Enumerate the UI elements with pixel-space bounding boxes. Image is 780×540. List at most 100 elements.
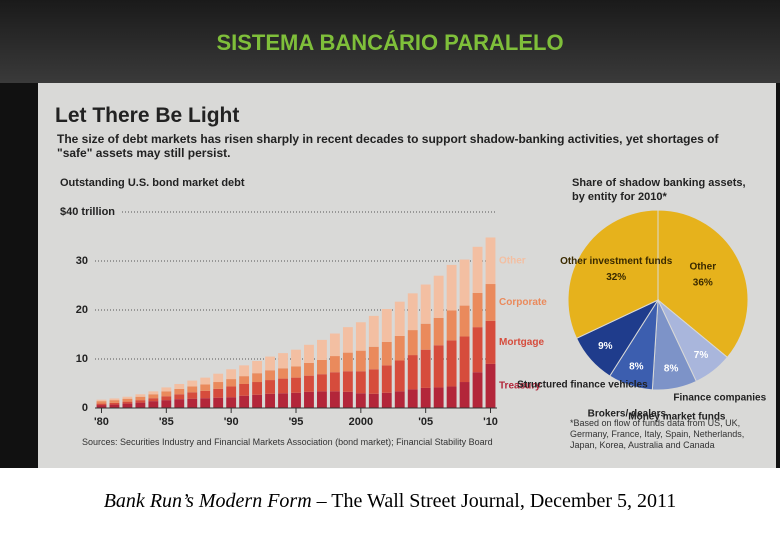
bar-segment — [265, 380, 275, 394]
x-tick-label: '80 — [94, 416, 109, 428]
bar-segment — [161, 391, 172, 397]
bar-segment — [226, 397, 237, 408]
bar-segment — [420, 323, 431, 350]
bar-segment — [394, 301, 405, 336]
bar-segment — [109, 402, 120, 405]
bar-segment — [200, 384, 211, 391]
bar-segment — [329, 333, 340, 357]
bar-segment — [368, 346, 379, 370]
bar-segment — [407, 330, 418, 356]
bar-segment — [278, 378, 288, 394]
value-label: 9% — [598, 341, 613, 352]
bar-segment — [213, 373, 224, 383]
bar-segment — [329, 391, 340, 408]
y-tick-label: 30 — [76, 255, 88, 267]
bar-segment — [381, 341, 392, 366]
x-tick-label: '05 — [418, 416, 433, 428]
bar-segment — [96, 403, 107, 406]
x-tick-label: 2000 — [349, 416, 373, 428]
bar-segment — [252, 373, 263, 383]
bar-segment — [265, 393, 275, 408]
pie-slice — [567, 209, 659, 339]
bar-segment — [381, 392, 392, 408]
bar-segment — [122, 398, 133, 402]
value-label: 36% — [693, 278, 713, 289]
bar-segment — [472, 292, 483, 328]
bar-segment — [187, 392, 198, 399]
bar-segment — [407, 389, 418, 408]
y-tick-label: 0 — [82, 402, 88, 414]
bar-segment — [109, 398, 120, 401]
caption-title: Bank Run’s Modern Form — [103, 490, 312, 512]
bar-segment — [200, 398, 211, 408]
slide-title: SISTEMA BANCÁRIO PARALELO — [216, 30, 564, 55]
bar-segment — [381, 309, 392, 342]
bar-segment — [252, 382, 263, 395]
bar-segment — [433, 275, 444, 318]
bar-segment — [485, 320, 496, 364]
bar-segment — [485, 284, 496, 321]
bar-segment — [368, 369, 379, 394]
bar-segment — [148, 391, 159, 395]
bar-segment — [329, 356, 340, 373]
legend-label: Other — [499, 255, 526, 266]
bar-segment — [407, 293, 418, 331]
value-label: 32% — [606, 272, 626, 283]
bar-segment — [226, 386, 237, 398]
y-tick-label: 10 — [76, 353, 88, 365]
bar-segment — [291, 377, 301, 393]
slice-label: Other investment funds — [560, 256, 673, 267]
bar-segment — [239, 365, 250, 377]
bar-segment — [433, 387, 444, 408]
bar-segment — [161, 396, 172, 401]
bar-segment — [174, 383, 185, 389]
bar-segment — [355, 393, 366, 408]
bar-segment — [317, 391, 327, 408]
bar-segment — [472, 246, 483, 293]
bar-segment — [252, 394, 263, 408]
y-tick-label: 20 — [76, 304, 88, 316]
bar-segment — [135, 400, 146, 403]
bar-segment — [317, 339, 327, 360]
source-note: Sources: Securities Industry and Financi… — [82, 437, 493, 447]
value-label: 8% — [664, 364, 679, 375]
bar-segment — [420, 349, 431, 388]
x-tick-label: '85 — [159, 416, 174, 428]
y-tick-label: $40 trillion — [60, 206, 115, 218]
bar-segment — [472, 327, 483, 373]
bar-segment — [187, 380, 198, 387]
bar-segment — [252, 360, 263, 374]
bar-segment — [96, 399, 107, 402]
bar-segment — [342, 371, 353, 392]
bar-segment — [174, 399, 185, 408]
bar-segment — [317, 359, 327, 375]
bar-segment — [135, 394, 146, 397]
slice-label: Brokers/ dealers — [588, 409, 667, 420]
bar-segment — [342, 391, 353, 408]
slice-label: Other — [689, 262, 716, 273]
side-bar — [776, 83, 780, 468]
bar-segment — [278, 368, 288, 379]
x-tick-label: '95 — [289, 416, 304, 428]
footnote: *Based on flow of funds data from US, UK… — [570, 418, 745, 450]
chart-subtitle: The size of debt markets has risen sharp… — [57, 132, 719, 160]
chart-title: Let There Be Light — [55, 104, 240, 127]
y-axis-label: Outstanding U.S. bond market debt — [60, 177, 245, 189]
slice-label: Money market funds — [628, 412, 726, 423]
legend-label: Treasury — [499, 381, 541, 392]
bar-segment — [122, 403, 133, 408]
value-label: 8% — [629, 361, 644, 372]
bar-segment — [446, 310, 457, 341]
bar-segment — [148, 401, 159, 408]
bar-segment — [265, 370, 275, 381]
bar-segment — [200, 377, 211, 385]
bar-segment — [304, 362, 314, 376]
bar-segment — [291, 366, 301, 378]
bar-segment — [213, 388, 224, 398]
pie-slice — [657, 209, 749, 359]
side-bar — [0, 83, 38, 468]
bar-segment — [446, 264, 457, 311]
bar-segment — [278, 393, 288, 408]
